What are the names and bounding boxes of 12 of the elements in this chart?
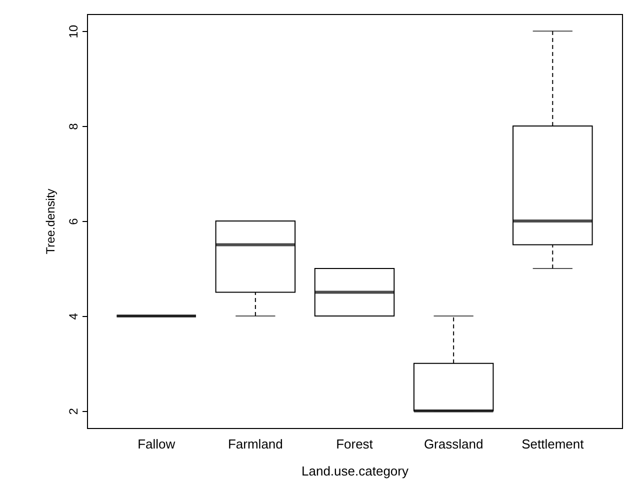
- y-tick-label: 2: [66, 408, 80, 415]
- y-tick-label: 10: [66, 24, 80, 38]
- x-tick-label: Grassland: [424, 436, 484, 452]
- y-axis-title: Tree.density: [44, 188, 58, 254]
- x-tick-label: Fallow: [138, 436, 176, 452]
- y-tick-label: 4: [66, 312, 80, 320]
- x-axis-title: Land.use.category: [302, 464, 409, 478]
- y-tick-label: 8: [66, 122, 80, 130]
- x-tick-label: Forest: [336, 436, 374, 452]
- x-tick-label: Settlement: [522, 436, 584, 452]
- y-tick-label: 6: [66, 218, 80, 225]
- x-tick-label: Farmland: [228, 436, 283, 452]
